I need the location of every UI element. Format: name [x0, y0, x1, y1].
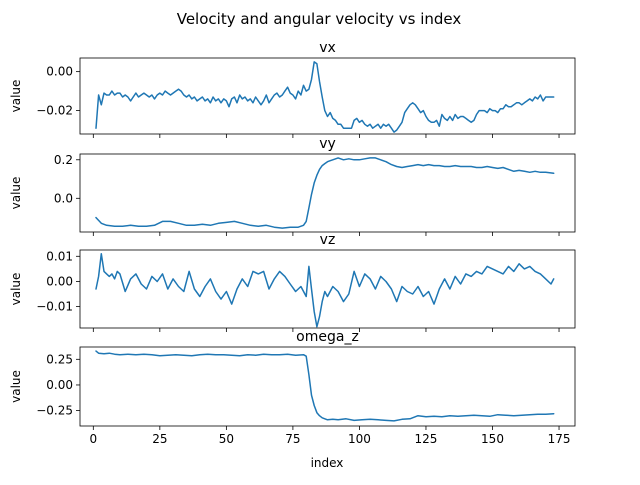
- series-line: [95, 157, 555, 229]
- x-axis-label: index: [311, 456, 344, 470]
- subplot-title: omega_z: [296, 329, 359, 345]
- y-tick-label: 0.2: [54, 153, 73, 167]
- x-tick-label: 25: [152, 432, 167, 446]
- y-tick-label: 0.00: [46, 65, 73, 79]
- x-tick-label: 125: [415, 432, 438, 446]
- y-tick-label: 0.01: [46, 249, 73, 263]
- y-axis-label: value: [9, 273, 23, 306]
- y-axis-label: value: [9, 370, 23, 403]
- series-line: [95, 61, 555, 133]
- subplot-vx: vx value 0.00 −0.02: [9, 40, 576, 138]
- y-tick-label: −0.02: [36, 104, 73, 118]
- x-tick-label: 75: [285, 432, 300, 446]
- plot-frame: [79, 249, 576, 329]
- plot-frame: [79, 153, 576, 233]
- subplot-title: vx: [319, 40, 336, 56]
- subplot-vz: vz value 0.01 0.00 −0.01: [9, 232, 576, 332]
- subplot-title: vy: [319, 136, 336, 152]
- y-tick-label: 0.00: [46, 378, 73, 392]
- y-tick-label: 0.25: [46, 352, 73, 366]
- series-line: [95, 253, 555, 328]
- series-line: [95, 350, 555, 422]
- plot-frame: [79, 57, 576, 135]
- x-tick-label: 150: [481, 432, 504, 446]
- y-axis-label: value: [9, 177, 23, 210]
- figure-title: Velocity and angular velocity vs index: [177, 10, 462, 28]
- x-tick-label: 175: [548, 432, 571, 446]
- subplot-title: vz: [320, 232, 336, 248]
- y-tick-label: 0.0: [54, 191, 73, 205]
- subplot-vy: vy value 0.2 0.0: [9, 136, 576, 236]
- x-tick-label: 0: [89, 432, 97, 446]
- subplots: vx value 0.00 −0.02 vy value 0.2 0.0 vz value 0.01…: [9, 40, 576, 446]
- plot-frame: [79, 346, 576, 427]
- y-tick-label: 0.00: [46, 274, 73, 288]
- y-tick-label: −0.01: [36, 300, 73, 314]
- y-axis-label: value: [9, 80, 23, 113]
- x-tick-label: 50: [219, 432, 234, 446]
- y-tick-label: −0.25: [36, 404, 73, 418]
- x-tick-label: 100: [348, 432, 371, 446]
